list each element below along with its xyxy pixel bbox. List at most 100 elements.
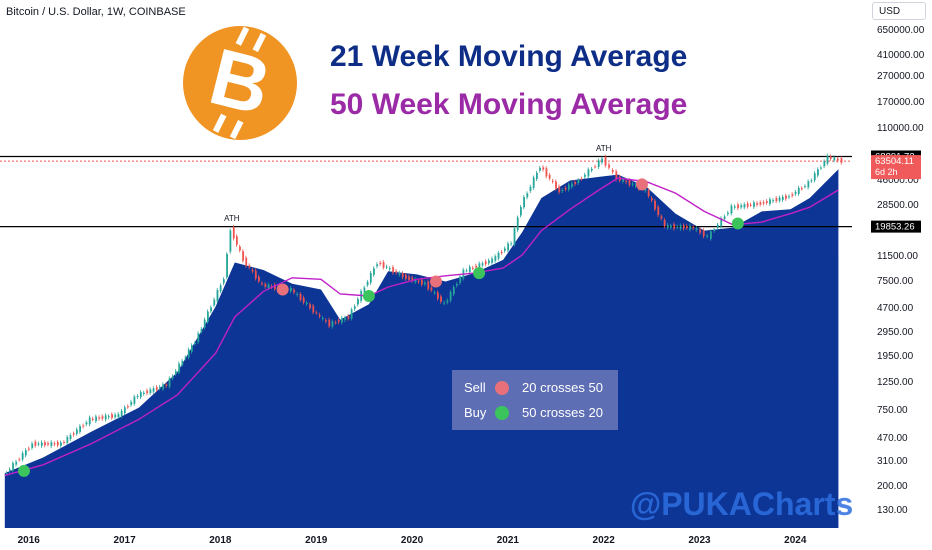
price-candle [290,287,292,292]
price-candle [181,360,184,365]
price-candle [261,283,264,285]
price-candle [50,442,53,447]
price-candle [791,194,794,196]
price-candle [369,272,372,283]
price-candle [347,315,350,319]
price-candle [299,294,302,300]
price-candle [564,187,567,190]
price-candle [449,291,452,301]
sell-dot-icon [495,381,509,395]
buy-marker [731,217,744,230]
price-candle [325,320,327,322]
price-candle [430,287,433,291]
price-candle [472,267,474,269]
price-candle [571,183,573,187]
price-candle [155,387,158,390]
price-candle [775,198,778,202]
price-candle [264,284,267,287]
price-candle [21,453,24,460]
price-candle [392,267,395,273]
price-candle [452,287,455,295]
x-tick-label: 2016 [18,535,41,546]
price-candle [114,414,117,418]
price-candle [312,305,315,313]
price-candle [785,195,787,199]
price-candle [801,188,803,190]
price-candle [529,186,532,191]
x-tick-label: 2019 [305,535,328,546]
price-candle [772,200,775,202]
price-candle [334,322,337,324]
price-candle [242,251,245,261]
price-candle [577,179,580,183]
price-candle [417,280,420,282]
price-candle [408,276,411,280]
price-candle [24,450,27,456]
price-candle [405,274,407,279]
y-tick-label: 470.00 [877,433,908,444]
price-candle [254,270,257,279]
price-candle [315,312,318,314]
price-candle [689,225,692,230]
price-candle [107,416,110,418]
price-candle [475,265,478,268]
price-candle [679,225,682,229]
price-candle [191,345,193,352]
price-candle [296,293,299,295]
price-candle [219,285,222,292]
buy-marker [362,289,375,302]
price-candle [807,181,810,188]
price-candle [363,287,366,292]
price-candle [615,171,618,180]
y-tick-label: 110000.00 [877,123,924,134]
price-candle [216,290,219,302]
price-candle [788,196,791,198]
price-candle [660,216,663,219]
price-candle [657,206,660,216]
price-candle [328,319,331,327]
price-candle [840,158,843,163]
bitcoin-symbol-stroke-icon [252,32,267,53]
y-tick-label: 2950.00 [877,327,914,338]
price-candle [117,413,120,418]
price-candle [424,282,427,285]
price-candle [175,371,177,375]
price-candle [594,166,597,168]
price-candle [63,442,66,444]
price-candle [143,392,145,394]
price-candle [817,169,819,176]
price-candle [622,179,625,182]
y-tick-label: 11500.00 [877,251,918,262]
ath-annotation: ATH [224,214,240,223]
price-candle [720,218,723,227]
price-candle [235,236,238,245]
price-candle [746,203,749,207]
price-candle [127,406,129,408]
price-candle [650,198,653,201]
x-tick-label: 2022 [593,535,616,546]
price-candle [229,230,232,252]
ma21-area [4,169,839,528]
sell-marker [429,275,442,288]
price-candle [580,178,583,180]
price-candle [28,448,30,450]
price-candle [427,281,430,289]
price-candle [306,302,308,304]
price-candle [357,299,359,305]
currency-selector[interactable]: USD [872,2,926,20]
price-candle [465,270,468,272]
price-candle [702,230,705,237]
price-candle [146,390,149,394]
price-candle [353,306,356,309]
price-candle [532,177,535,188]
price-candle [226,254,228,278]
price-candle [727,212,729,215]
price-candle [526,193,529,198]
price-candle [625,180,628,182]
y-tick-label: 170000.00 [877,97,925,108]
price-candle [673,224,676,229]
price-candle [759,202,762,205]
legend-sell-label: Sell [464,380,486,395]
price-candle [504,248,506,251]
price-candle [178,363,181,373]
